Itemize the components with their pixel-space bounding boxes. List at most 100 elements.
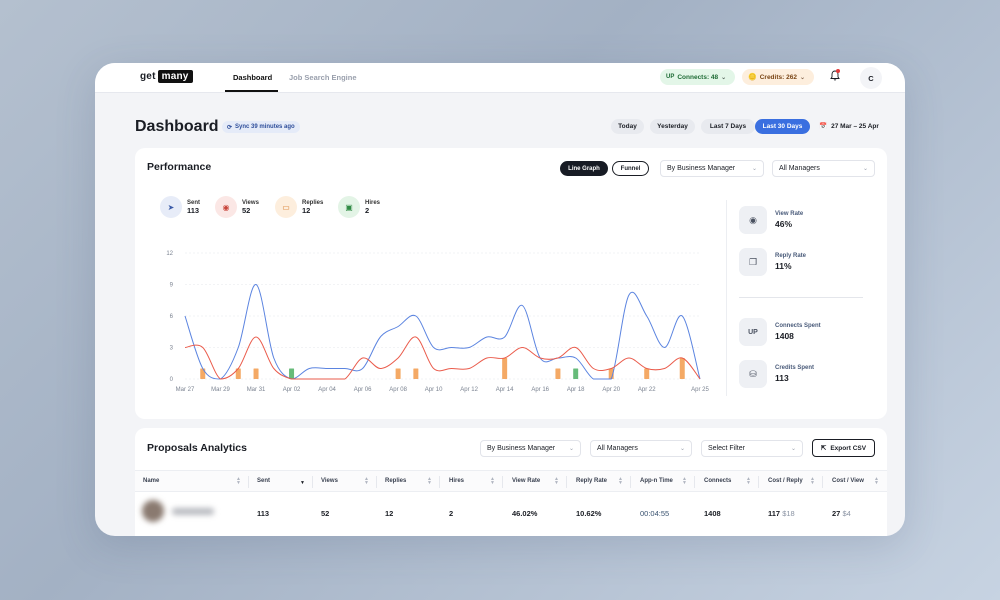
avatar bbox=[142, 500, 164, 522]
column-separator bbox=[248, 476, 249, 488]
y-tick-label: 0 bbox=[170, 377, 174, 383]
x-tick-label: Apr 22 bbox=[638, 387, 656, 393]
eye-icon: ◉ bbox=[215, 196, 237, 218]
sort-icon[interactable]: ▲ ▼ bbox=[236, 476, 241, 486]
chevron-down-icon: ⌄ bbox=[568, 446, 574, 452]
stat-sent: ➤ Sent 113 bbox=[160, 196, 200, 218]
filter-yesterday-button[interactable]: Yesterday bbox=[650, 119, 695, 134]
x-tick-label: Mar 27 bbox=[176, 387, 195, 393]
chevron-down-icon: ⌄ bbox=[679, 446, 685, 452]
line-graph-toggle[interactable]: Line Graph bbox=[560, 161, 608, 176]
credits-spent-label: Credits Spent bbox=[775, 365, 815, 371]
nav-tab-dashboard[interactable]: Dashboard bbox=[233, 73, 273, 82]
stat-views-label: Views bbox=[242, 199, 259, 206]
date-range-picker[interactable]: 📅 27 Mar – 25 Apr bbox=[819, 122, 879, 131]
y-tick-label: 3 bbox=[170, 346, 174, 352]
sort-icon[interactable]: ▲ ▼ bbox=[874, 476, 879, 486]
column-header-hires[interactable]: Hires bbox=[449, 478, 465, 484]
getmany-logo[interactable]: get many bbox=[140, 70, 193, 83]
y-tick-label: 9 bbox=[170, 283, 174, 289]
blurred-name bbox=[172, 508, 214, 515]
performance-group-select[interactable]: By Business Manager ⌄ bbox=[660, 160, 764, 177]
credits-label: Credits: 262 bbox=[759, 73, 797, 81]
connects-spent-value: 1408 bbox=[775, 331, 794, 341]
sync-status-badge[interactable]: ⟳ Sync 39 minutes ago bbox=[222, 121, 300, 133]
x-tick-label: Apr 16 bbox=[531, 387, 549, 393]
upwork-icon: UP bbox=[666, 74, 675, 80]
sort-icon[interactable]: ▲ ▼ bbox=[427, 476, 432, 486]
x-tick-label: Mar 29 bbox=[211, 387, 230, 393]
stat-sent-label: Sent bbox=[187, 199, 201, 206]
export-csv-button[interactable]: ⇱ Export CSV bbox=[812, 439, 875, 457]
column-separator bbox=[694, 476, 695, 488]
sort-icon[interactable]: ▲ ▼ bbox=[554, 476, 559, 486]
sort-icon[interactable]: ▲ ▼ bbox=[618, 476, 623, 486]
stat-hires: ▣ Hires 2 bbox=[338, 196, 380, 218]
nav-tab-job-search-engine[interactable]: Job Search Engine bbox=[289, 73, 357, 82]
cell-connects: 1408 bbox=[704, 509, 721, 518]
bell-icon[interactable] bbox=[830, 69, 840, 84]
column-header-app-time[interactable]: App-n Time bbox=[640, 478, 673, 484]
column-header-sent[interactable]: Sent bbox=[257, 478, 271, 484]
reply-rate-stat: ❐ Reply Rate 11% bbox=[739, 248, 806, 276]
proposals-title: Proposals Analytics bbox=[147, 442, 247, 454]
column-header-view-rate[interactable]: View Rate bbox=[512, 478, 541, 484]
funnel-toggle[interactable]: Funnel bbox=[612, 161, 649, 176]
filter-last-7-days-button[interactable]: Last 7 Days bbox=[701, 119, 755, 134]
connects-spent-stat: UP Connects Spent 1408 bbox=[739, 318, 821, 346]
filter-today-button[interactable]: Today bbox=[611, 119, 644, 134]
connects-label: Connects: 48 bbox=[677, 73, 719, 81]
series-line bbox=[184, 283, 701, 380]
refresh-icon: ⟳ bbox=[227, 124, 233, 131]
y-tick-label: 6 bbox=[170, 314, 174, 320]
credits-spent-stat: ⛁ Credits Spent 113 bbox=[739, 360, 814, 388]
column-header-connects[interactable]: Connects bbox=[704, 478, 732, 484]
x-tick-label: Apr 18 bbox=[567, 387, 585, 393]
stat-sent-value: 113 bbox=[187, 205, 200, 215]
logo-suffix: many bbox=[157, 70, 193, 83]
column-separator bbox=[439, 476, 440, 488]
proposals-managers-select[interactable]: All Managers ⌄ bbox=[590, 440, 692, 457]
page-title: Dashboard bbox=[135, 118, 219, 135]
credits-badge[interactable]: 🪙 Credits: 262 ⌄ bbox=[742, 69, 814, 85]
cost-reply-usd: $18 bbox=[782, 509, 795, 518]
connects-badge[interactable]: UP Connects: 48 ⌄ bbox=[660, 69, 735, 85]
performance-group-select-value: By Business Manager bbox=[667, 165, 736, 172]
cell-hires: 2 bbox=[449, 509, 454, 518]
user-avatar[interactable]: C bbox=[860, 67, 882, 89]
stat-hires-label: Hires bbox=[365, 199, 381, 206]
chevron-down-icon: ⌄ bbox=[721, 74, 727, 81]
x-tick-label: Apr 25 bbox=[691, 387, 709, 393]
connects-spent-label: Connects Spent bbox=[775, 323, 821, 329]
stat-views-value: 52 bbox=[242, 205, 251, 215]
column-header-views[interactable]: Views bbox=[321, 478, 338, 484]
sort-icon[interactable]: ▲ ▼ bbox=[810, 476, 815, 486]
chevron-down-icon: ⌄ bbox=[751, 166, 757, 172]
proposals-group-select[interactable]: By Business Manager ⌄ bbox=[480, 440, 581, 457]
series-line bbox=[184, 336, 701, 380]
top-navigation-bar: get many Dashboard Job Search Engine UP C… bbox=[95, 63, 905, 93]
sort-icon[interactable]: ▲ ▼ bbox=[682, 476, 687, 486]
horizontal-divider bbox=[739, 297, 863, 298]
chart-bar bbox=[413, 368, 419, 379]
cost-reply-value: 117 bbox=[768, 509, 781, 518]
sort-icon[interactable]: ▲ ▼ bbox=[490, 476, 495, 486]
column-header-name[interactable]: Name bbox=[143, 478, 160, 484]
proposals-filter-select[interactable]: Select Filter ⌄ bbox=[701, 440, 803, 457]
sort-icon[interactable]: ▲ ▼ bbox=[364, 476, 369, 486]
column-header-replies[interactable]: Replies bbox=[385, 478, 407, 484]
export-icon: ⇱ bbox=[820, 445, 827, 452]
chat-icon: ❐ bbox=[739, 248, 767, 276]
filter-last-30-days-button[interactable]: Last 30 Days bbox=[755, 119, 810, 134]
stat-hires-value: 2 bbox=[365, 205, 370, 215]
x-tick-label: Apr 10 bbox=[425, 387, 443, 393]
sort-icon[interactable]: ▲ ▼ bbox=[746, 476, 751, 486]
date-range-label: 27 Mar – 25 Apr bbox=[831, 122, 879, 130]
column-header-cost-view[interactable]: Cost / View bbox=[832, 478, 864, 484]
cost-view-value: 27 bbox=[832, 509, 841, 518]
column-header-cost-reply[interactable]: Cost / Reply bbox=[768, 478, 803, 484]
column-header-reply-rate[interactable]: Reply Rate bbox=[576, 478, 608, 484]
sort-desc-icon[interactable]: ▼ bbox=[300, 480, 305, 486]
proposals-analytics-card: Proposals Analytics By Business Manager … bbox=[135, 428, 887, 536]
performance-managers-select[interactable]: All Managers ⌄ bbox=[772, 160, 875, 177]
